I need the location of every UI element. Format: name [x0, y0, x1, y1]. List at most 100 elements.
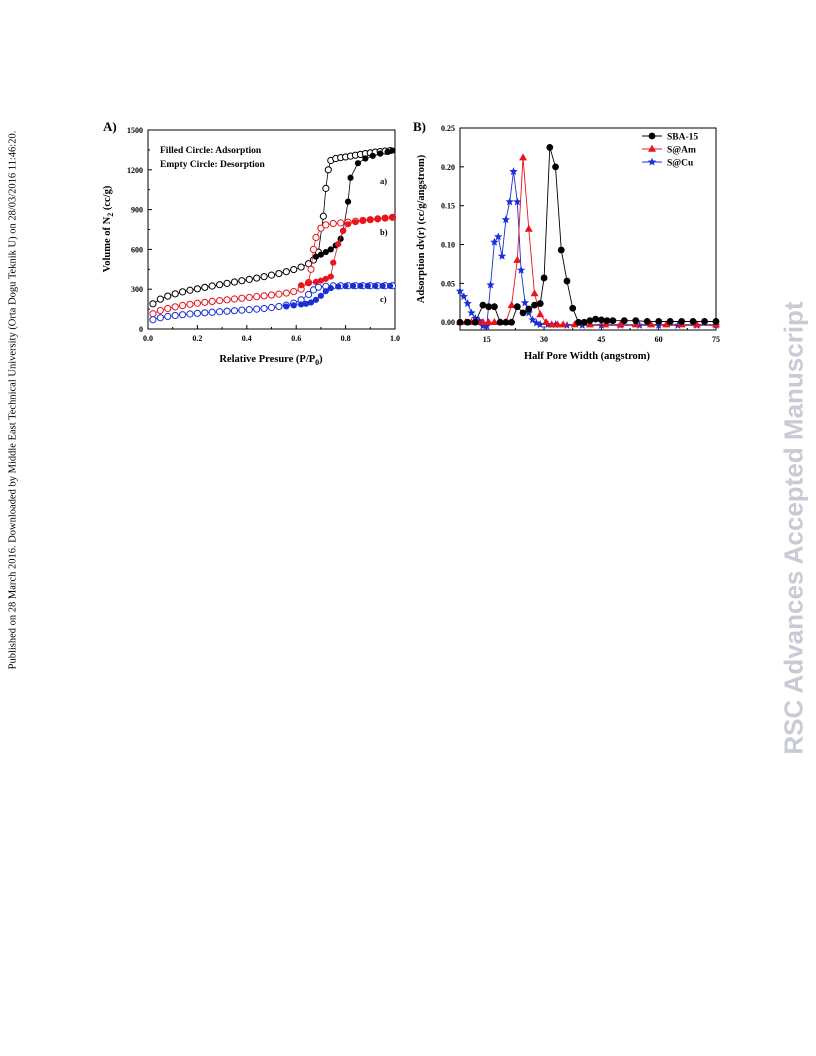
adsorption-point — [322, 288, 329, 295]
legend-b: SBA-15 S@Am S@Cu — [642, 133, 698, 169]
data-point — [603, 317, 611, 325]
data-point — [479, 301, 487, 309]
legend-marker — [647, 157, 657, 166]
data-point — [513, 255, 522, 263]
adsorption-point — [347, 174, 354, 181]
data-point — [689, 318, 697, 325]
adsorption-point — [327, 285, 334, 292]
desorption-point — [282, 268, 290, 276]
data-point — [616, 320, 625, 328]
data-point — [536, 320, 545, 329]
adsorption-point — [379, 282, 386, 289]
legend-item: SBA-15 — [642, 133, 698, 143]
adsorption-point — [337, 235, 344, 242]
data-point — [478, 321, 488, 330]
annotation-adsorption: Filled Circle: Adsorption — [160, 146, 262, 156]
adsorption-point — [389, 147, 396, 154]
desorption-point — [193, 299, 201, 307]
legend-label: SBA-15 — [667, 133, 698, 143]
adsorption-point — [374, 215, 381, 222]
x-tick-label-b: 75 — [712, 335, 720, 344]
adsorption-point — [312, 278, 320, 286]
adsorption-point — [327, 273, 334, 280]
x-axis-title-a: Relative Presure (P/P0) — [219, 354, 323, 367]
desorption-point — [253, 293, 261, 301]
data-point — [507, 300, 516, 308]
y-tick-label-a: 0 — [139, 325, 143, 334]
adsorption-point — [322, 275, 329, 282]
adsorption-point — [298, 301, 305, 308]
adsorption-point — [327, 246, 334, 253]
x-tick-label-a: 0.8 — [341, 334, 351, 343]
series-b-sba-15 — [456, 144, 720, 326]
y-tick-label-a: 1200 — [127, 166, 143, 175]
data-point — [496, 318, 504, 326]
data-point — [643, 318, 651, 325]
curve-label-b: b) — [380, 227, 388, 237]
desorption-line — [152, 150, 391, 305]
desorption-point — [314, 283, 323, 291]
y-tick-label-a: 600 — [131, 245, 143, 254]
desorption-point — [186, 286, 194, 294]
y-tick-label-b: 0.25 — [441, 124, 455, 133]
desorption-point — [193, 285, 201, 293]
data-point — [513, 197, 522, 206]
desorption-point — [238, 306, 246, 314]
desorption-point — [297, 263, 305, 271]
desorption-point — [290, 265, 298, 274]
data-point — [505, 197, 514, 206]
panel-label-a: A) — [103, 119, 117, 134]
data-point — [524, 308, 533, 317]
data-point — [490, 318, 499, 326]
series-a-3 — [149, 282, 397, 324]
adsorption-point — [354, 160, 362, 167]
data-point — [580, 318, 588, 326]
desorption-point — [238, 277, 246, 285]
adsorption-point — [372, 282, 379, 289]
desorption-point — [275, 290, 283, 298]
data-point — [474, 316, 484, 325]
series-group-b — [455, 144, 721, 330]
series-line — [460, 157, 716, 326]
desorption-point — [171, 303, 179, 311]
data-point — [484, 318, 493, 326]
desorption-point — [230, 307, 239, 315]
desorption-point — [149, 310, 157, 318]
data-point — [525, 305, 533, 313]
desorption-point — [329, 219, 337, 228]
desorption-point — [216, 297, 224, 305]
desorption-point — [309, 245, 318, 253]
data-point — [620, 317, 628, 325]
chart-a: A) 0.0 0.2 0.4 0.6 0.8 1.0030060090012001500 … — [102, 119, 400, 367]
desorption-point — [223, 279, 231, 287]
adsorption-point — [290, 302, 297, 309]
desorption-point — [230, 278, 239, 286]
desorption-point — [216, 281, 224, 289]
annotation-desorption: Empty Circle: Desorption — [160, 160, 266, 170]
y-tick-label-a: 300 — [131, 285, 143, 294]
data-point — [647, 320, 656, 328]
data-point — [701, 318, 708, 325]
desorption-point — [253, 305, 261, 313]
desorption-line — [152, 216, 393, 315]
adsorption-point — [359, 217, 366, 224]
adsorption-point — [283, 303, 290, 310]
desorption-point — [208, 282, 216, 290]
x-tick-label-b: 45 — [597, 335, 605, 344]
desorption-point — [149, 300, 157, 308]
desorption-point — [156, 314, 164, 322]
adsorption-point — [382, 214, 389, 222]
desorption-point — [164, 292, 172, 300]
data-point — [524, 224, 533, 232]
data-point — [601, 320, 610, 328]
adsorption-point — [302, 300, 310, 307]
data-point — [597, 316, 605, 324]
desorption-point — [282, 289, 290, 297]
y-axis-title-b: Adsorption dv(r) (cc/g/angstrom) — [416, 154, 427, 303]
data-point — [513, 303, 521, 311]
data-point — [456, 318, 464, 326]
adsorption-point — [362, 155, 369, 162]
adsorption-point — [349, 282, 357, 289]
desorption-point — [337, 219, 345, 227]
